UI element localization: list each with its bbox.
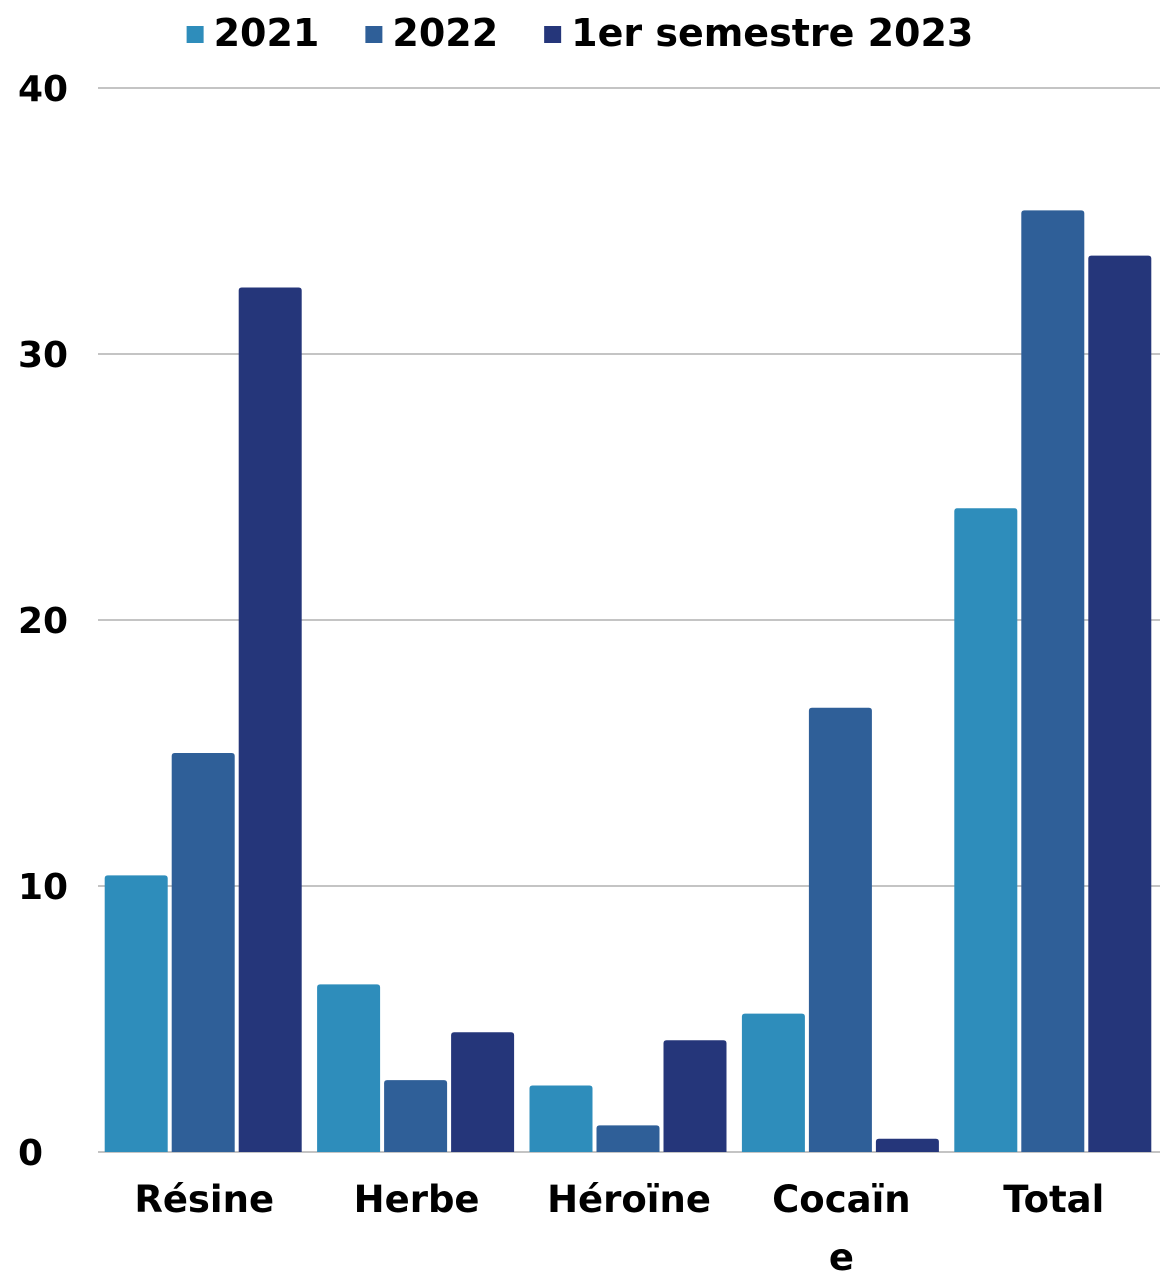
- bars: [104, 210, 1152, 1153]
- legend: 2021 2022 1er semestre 2023: [186, 11, 973, 55]
- legend-swatch: [365, 26, 383, 43]
- legend-label: 2021: [214, 11, 320, 55]
- x-tick-label: Cocaïn: [772, 1178, 911, 1221]
- bar-2-2: [384, 1080, 448, 1152]
- bar-3-4: [875, 1138, 939, 1152]
- y-tick-label: 10: [18, 867, 68, 908]
- axis-labels: 0 10 20 30 40 Résine Herbe Héroïne Cocaïn e Total: [18, 69, 1104, 1271]
- bar-3-2: [451, 1032, 515, 1152]
- legend-swatch: [544, 26, 562, 43]
- bar-2-5: [1021, 210, 1085, 1153]
- y-tick-label: 20: [18, 601, 68, 642]
- y-tick-label: 0: [18, 1133, 43, 1174]
- x-tick-label: Total: [1003, 1178, 1104, 1221]
- bar-2-4: [808, 707, 872, 1152]
- x-tick-label: Herbe: [354, 1178, 480, 1221]
- y-tick-label: 30: [18, 335, 68, 376]
- legend-item: 1er semestre 2023: [544, 11, 973, 55]
- bar-1-3: [529, 1085, 593, 1152]
- bar-2-1: [171, 753, 235, 1152]
- legend-item: 2021: [186, 11, 320, 55]
- bar-3-1: [238, 287, 302, 1152]
- bar-1-5: [954, 508, 1018, 1152]
- x-tick-label: Héroïne: [547, 1178, 711, 1221]
- y-tick-label: 40: [18, 69, 68, 110]
- bar-1-1: [104, 875, 168, 1152]
- legend-label: 1er semestre 2023: [571, 11, 973, 55]
- legend-label: 2022: [392, 11, 498, 55]
- bar-1-2: [317, 984, 381, 1152]
- bar-3-5: [1088, 255, 1152, 1152]
- bar-3-3: [663, 1040, 727, 1152]
- legend-swatch: [186, 26, 204, 43]
- bar-1-4: [741, 1013, 805, 1152]
- x-tick-label: Résine: [134, 1178, 274, 1221]
- bar-2-3: [596, 1125, 660, 1152]
- legend-item: 2022: [365, 11, 498, 55]
- x-tick-label: e: [829, 1236, 854, 1271]
